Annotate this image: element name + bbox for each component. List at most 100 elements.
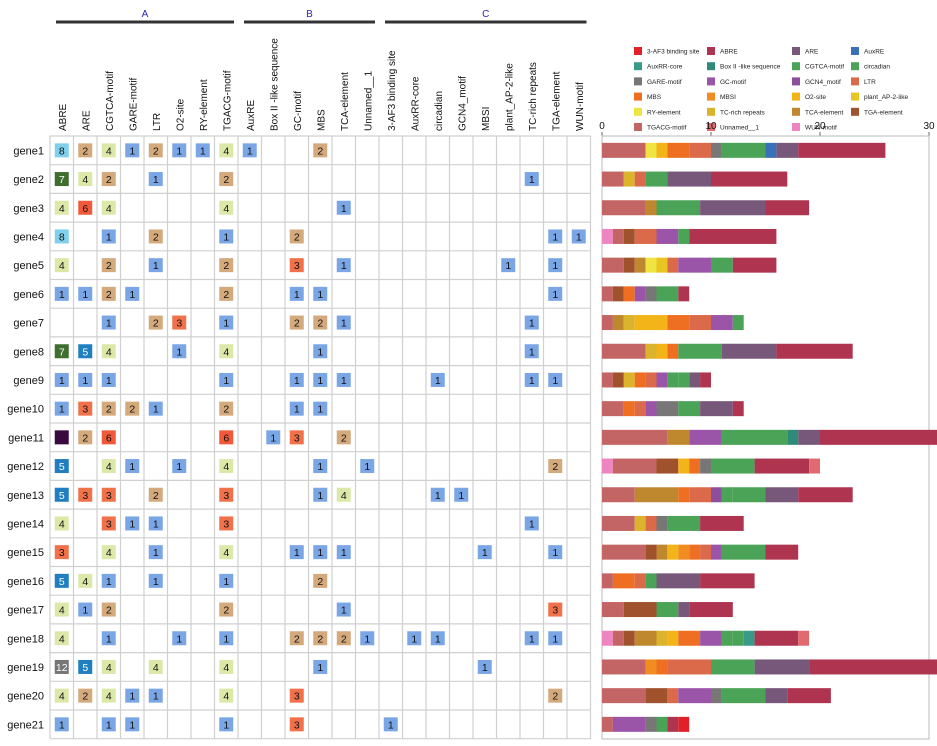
x-tick-label-0: 0 (599, 121, 605, 132)
cell-label-gene15-gc-motif: 1 (294, 547, 300, 559)
cell-label-gene8-abre: 7 (59, 346, 65, 358)
bar-segment-gene15-tgacg-motif (602, 544, 646, 560)
bar-segment-gene20-gare-motif (711, 688, 722, 704)
bar-segment-gene13-tca-element (634, 487, 679, 503)
cell-label-gene21-gc-motif: 3 (294, 719, 300, 731)
bar-segment-gene16-are (656, 573, 701, 589)
legend-label-tgacg-motif: TGACG-motif (647, 125, 687, 132)
bar-segment-gene17-tga-element (623, 602, 657, 618)
bar-segment-gene20-tga-element (645, 688, 668, 704)
column-label-gcn4-motif: GCN4_motif (457, 76, 468, 131)
cell-label-gene2-are: 4 (82, 174, 88, 186)
bar-segment-gene12-mbs (689, 458, 701, 474)
cell-gene18-unnamed-1 (360, 631, 375, 646)
bar-segment-gene15-ltr (700, 544, 711, 560)
row-label-gene4: gene4 (13, 231, 44, 243)
bar-segment-gene9-circadian (667, 372, 679, 388)
bar-segment-gene21-cgtca-motif (656, 716, 668, 732)
cell-gene15-mbsi (477, 545, 492, 560)
bar-segment-gene12-gare-motif (700, 458, 711, 474)
cell-label-gene18-gc-motif: 2 (294, 633, 300, 645)
cell-label-gene7-ltr: 2 (153, 318, 159, 330)
cell-gene21-cgtca-motif (101, 717, 116, 732)
bar-segment-gene17-are (678, 602, 690, 618)
bar-segment-gene8-abre (776, 343, 853, 359)
cell-gene1-auxre (242, 143, 257, 158)
cell-gene10-are (78, 401, 93, 416)
cell-label-gene4-cgtca-motif: 1 (106, 231, 112, 243)
cell-label-gene4-tga-element: 1 (552, 231, 558, 243)
cell-label-gene12-mbs: 1 (317, 461, 323, 473)
bar-segment-gene7-gc-motif (711, 315, 733, 331)
cell-label-gene17-tga-element: 3 (552, 605, 558, 617)
cell-gene16-are (78, 573, 93, 588)
bar-segment-gene5-plant-ap-2-like (656, 257, 668, 273)
row-label-gene7: gene7 (13, 318, 44, 330)
bar-segment-gene18-wun-motif (602, 630, 613, 646)
cell-gene13-tgacg-motif (219, 487, 234, 502)
column-label-auxre: AuxRE (246, 100, 257, 131)
bar-segment-gene1-gare-motif (711, 142, 722, 158)
cell-label-gene3-cgtca-motif: 4 (106, 203, 112, 215)
cell-gene12-mbs (313, 459, 328, 474)
cell-label-gene3-tgacg-motif: 4 (223, 203, 229, 215)
bar-segment-gene5-ry-element (645, 257, 657, 273)
cell-gene15-abre (54, 545, 69, 560)
bar-segment-gene3-are (700, 200, 766, 216)
cell-label-gene10-ltr: 1 (153, 404, 159, 416)
cell-gene20-tgacg-motif (219, 688, 234, 703)
bar-segment-gene18-tc-rich-repeats (656, 630, 668, 646)
cell-label-gene19-mbs: 1 (317, 662, 323, 674)
cell-label-gene20-ltr: 1 (153, 691, 159, 703)
cell-gene6-gc-motif (289, 286, 304, 301)
bar-segment-gene18-mbs (678, 630, 701, 646)
bar-segment-gene7-cgtca-motif (732, 315, 744, 331)
cell-gene19-mbsi (477, 659, 492, 674)
cell-gene20-cgtca-motif (101, 688, 116, 703)
bar-segment-gene19-are (754, 659, 810, 675)
cell-gene18-gc-motif (289, 631, 304, 646)
bar-segment-gene1-o2-site (656, 142, 668, 158)
cell-gene20-tga-element (548, 688, 563, 703)
bar-segment-gene12-tga-element (656, 458, 679, 474)
cell-label-gene12-cgtca-motif: 4 (106, 461, 112, 473)
bar-segment-gene14-tc-rich-repeats (634, 515, 646, 531)
row-label-gene6: gene6 (13, 289, 44, 301)
cell-label-gene15-cgtca-motif: 4 (106, 547, 112, 559)
group-label-b: B (306, 9, 313, 20)
cell-gene4-cgtca-motif (101, 229, 116, 244)
bar-segment-gene19-mbs (656, 659, 668, 675)
bar-segment-gene6-cgtca-motif (656, 286, 679, 302)
bar-segment-gene10-mbs (623, 401, 635, 417)
bar-segment-gene7-o2-site (634, 315, 668, 331)
bar-segment-gene19-ltr (667, 659, 711, 675)
cell-label-gene8-tgacg-motif: 4 (223, 346, 229, 358)
cell-gene8-tgacg-motif (219, 344, 234, 359)
cell-gene17-tca-element (336, 602, 351, 617)
bar-segment-gene2-tgacg-motif (602, 171, 624, 187)
bar-segment-gene13-tgacg-motif (602, 487, 635, 503)
cell-gene1-o2-site (172, 143, 187, 158)
bar-segment-gene1-ltr (689, 142, 711, 158)
cell-label-gene18-tga-element: 1 (552, 633, 558, 645)
cell-label-gene3-are: 6 (82, 203, 88, 215)
cell-label-gene21-tgacg-motif: 1 (223, 719, 229, 731)
bar-segment-gene7-tca-element (612, 315, 624, 331)
cell-label-gene18-tca-element: 2 (341, 633, 347, 645)
bar-segment-gene18-tgacg-motif (612, 630, 624, 646)
bar-segment-gene21-gc-motif (612, 716, 646, 732)
cell-gene21-gc-motif (289, 717, 304, 732)
cell-gene7-cgtca-motif (101, 315, 116, 330)
cell-label-gene17-tgacg-motif: 2 (223, 605, 229, 617)
bar-segment-gene13-gcn4-motif (711, 487, 722, 503)
cell-gene6-cgtca-motif (101, 286, 116, 301)
column-label-gare-motif: GARE-motif (128, 77, 139, 131)
cell-label-gene17-are: 1 (82, 605, 88, 617)
bar-segment-gene14-ltr (645, 515, 657, 531)
cell-label-gene8-cgtca-motif: 4 (106, 346, 112, 358)
cell-label-gene13-circadian: 1 (435, 490, 441, 502)
cell-gene6-are (78, 286, 93, 301)
bar-segment-gene6-tgacg-motif (602, 286, 613, 302)
cell-label-gene15-tga-element: 1 (552, 547, 558, 559)
bar-segment-gene3-tca-element (645, 200, 657, 216)
